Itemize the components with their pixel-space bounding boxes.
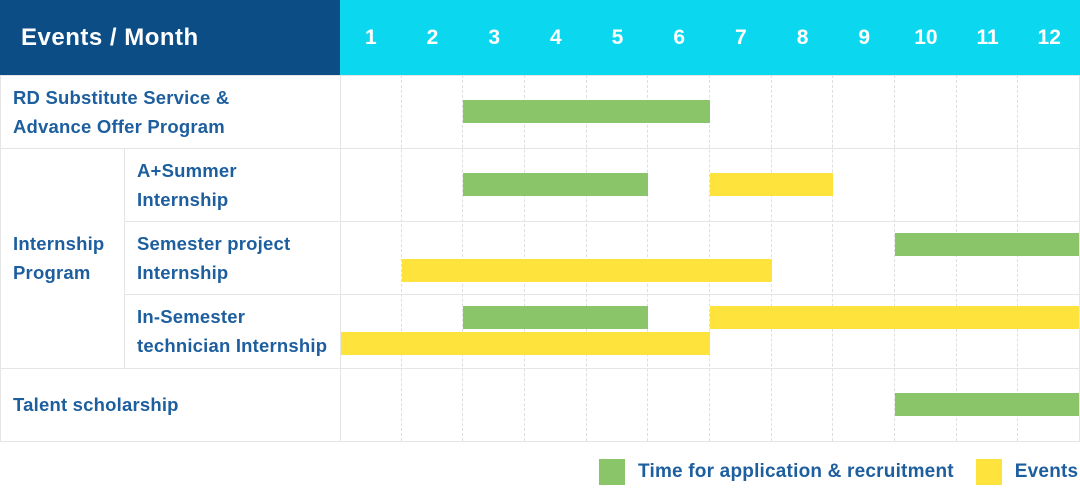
month-column (833, 75, 896, 441)
month-column (710, 75, 772, 441)
month-header-cell: 10 (914, 25, 938, 49)
divider (124, 148, 125, 368)
row-label-line: Internship (137, 261, 229, 283)
gantt-bar-rd-substitute-application (463, 100, 710, 123)
bar-track (340, 332, 1080, 355)
gantt-bar-semester-project-application (895, 233, 1080, 256)
row-label-line: Talent scholarship (13, 394, 179, 415)
month-header-cell: 9 (858, 25, 871, 49)
month-header-cell: 12 (1037, 25, 1061, 49)
bar-track (340, 393, 1080, 416)
gantt-bar-in-semester-event-early (340, 332, 710, 355)
month-header-cell: 4 (550, 25, 562, 49)
row-label-line: technician Internship (137, 335, 328, 356)
month-header-cell: 2 (426, 25, 439, 49)
bar-track (340, 233, 1080, 256)
month-column (525, 75, 587, 441)
corner-title: Events / Month (21, 23, 199, 51)
table-corner-header: Events / Month (0, 0, 340, 75)
month-grid (340, 75, 1080, 441)
group-label-line: Program (13, 262, 91, 283)
legend-item-events: Events (975, 459, 1079, 485)
gantt-bar-talent-scholarship-application (895, 393, 1080, 416)
divider (124, 294, 1080, 295)
divider (124, 221, 1080, 222)
month-column (340, 75, 402, 441)
divider (0, 75, 1, 441)
bar-track (340, 259, 1080, 282)
green-swatch-icon (599, 459, 625, 485)
month-header-cell: 7 (735, 25, 747, 49)
month-column (957, 75, 1019, 441)
month-header-cell: 5 (611, 25, 624, 49)
row-label-line: RD Substitute Service & (13, 86, 230, 108)
bar-track (340, 100, 1080, 123)
month-header-cell: 3 (488, 25, 501, 49)
divider (0, 441, 1080, 442)
divider (0, 148, 1080, 149)
month-column (402, 75, 464, 441)
row-label-in-semester-technician-internship: In-Semester technician Internship (124, 294, 340, 368)
divider (0, 368, 1080, 369)
month-column (587, 75, 649, 441)
divider (340, 75, 341, 441)
row-label-semester-project-internship: Semester project Internship (124, 221, 340, 294)
month-column (895, 75, 957, 441)
gantt-bar-in-semester-application (463, 306, 649, 329)
month-column (1018, 75, 1080, 441)
chart-legend: Time for application & recruitment Event… (599, 459, 1078, 485)
month-header-row: 1 2 3 4 5 6 7 8 9 10 11 12 (340, 0, 1080, 75)
month-header-cell: 1 (364, 25, 377, 49)
yellow-swatch-icon (975, 459, 1002, 485)
month-column (648, 75, 711, 441)
bar-track (340, 306, 1080, 329)
month-column (772, 75, 834, 441)
gantt-bar-semester-project-event (401, 259, 772, 282)
group-label-line: Internship (13, 233, 105, 254)
row-label-line: Advance Offer Program (13, 115, 225, 137)
row-label-line: In-Semester (137, 306, 246, 327)
gantt-bar-in-semester-event-late (710, 306, 1080, 329)
row-label-line: A+Summer (137, 159, 237, 181)
row-label-line: Internship (137, 188, 229, 210)
bar-track (340, 173, 1080, 196)
month-header-cell: 6 (673, 25, 686, 49)
month-column (463, 75, 526, 441)
gantt-bar-asummer-application (463, 173, 649, 196)
month-header-cell: 8 (796, 25, 809, 49)
row-label-talent-scholarship: Talent scholarship (0, 368, 340, 441)
gantt-bar-asummer-event (710, 173, 834, 196)
legend-label: Events (1014, 461, 1079, 482)
legend-item-application: Time for application & recruitment (599, 459, 954, 485)
row-label-line: Semester project (137, 232, 291, 254)
row-label-asummer-internship: A+Summer Internship (124, 148, 340, 221)
legend-label: Time for application & recruitment (638, 461, 954, 482)
row-label-rd-substitute: RD Substitute Service & Advance Offer Pr… (0, 75, 340, 148)
month-header-cell: 11 (976, 25, 999, 49)
group-label-internship-program: Internship Program (0, 148, 124, 368)
divider (0, 75, 1080, 76)
